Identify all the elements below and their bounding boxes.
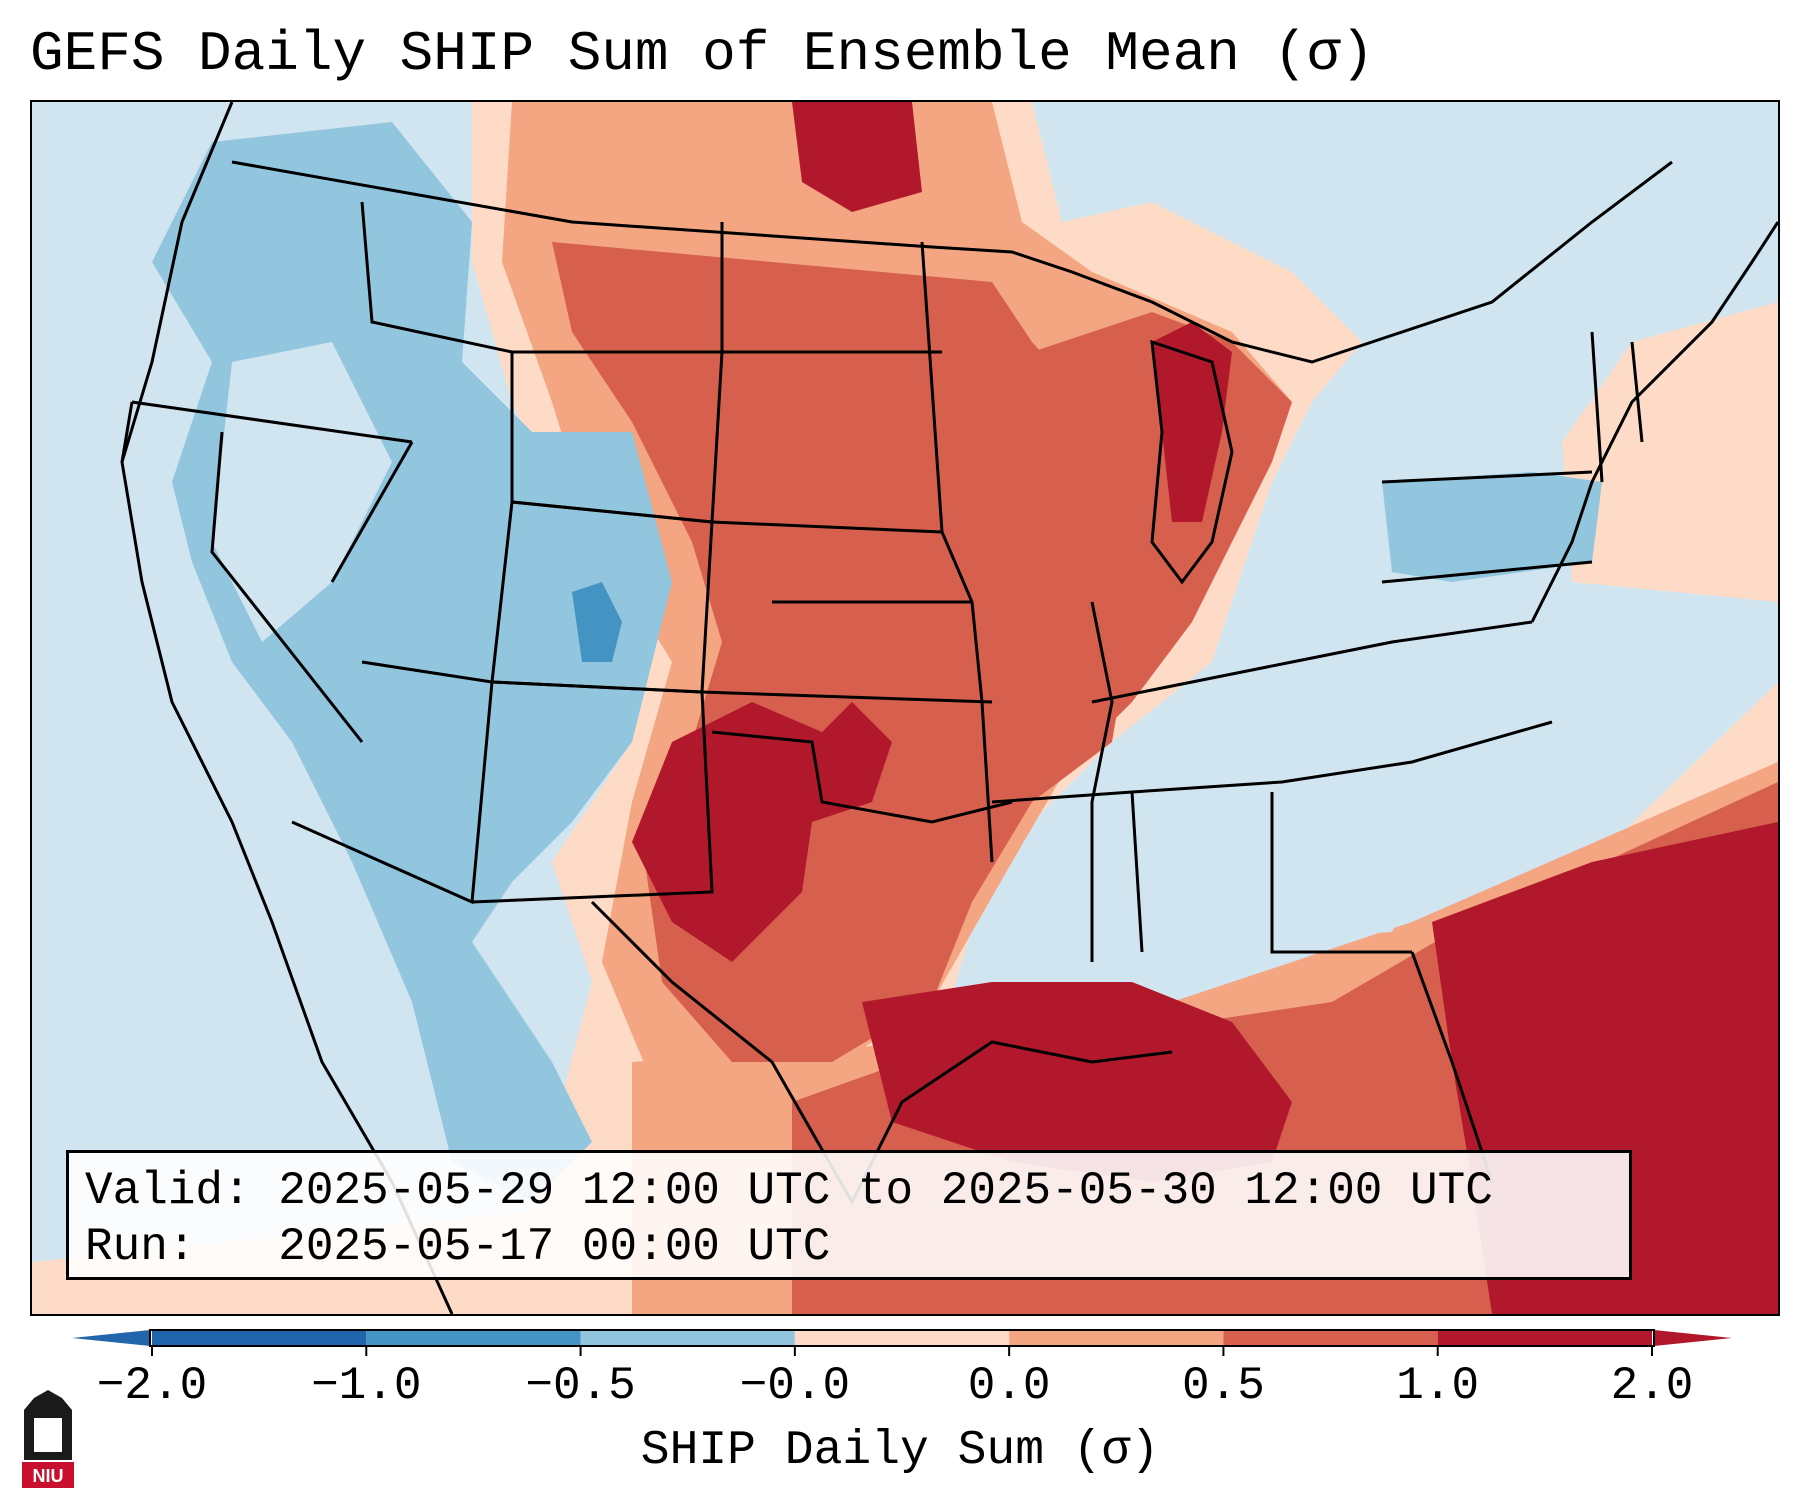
coastline-east xyxy=(1530,221,1778,623)
colorbar-cell xyxy=(1223,1330,1438,1346)
border-nm xyxy=(471,680,714,904)
border-ne-states xyxy=(1590,331,1644,483)
region-east-light-red xyxy=(1562,302,1778,602)
us-canada-border xyxy=(231,160,1673,364)
colorbar-tick-label: 2.0 xyxy=(1610,1360,1694,1412)
border-ks-ok xyxy=(701,690,993,704)
colorbar-tick-label: −1.0 xyxy=(311,1360,422,1412)
colorbar-tick-label: −0.0 xyxy=(739,1360,851,1412)
border-wa-or xyxy=(131,400,413,444)
region-great-basin-light xyxy=(212,342,392,642)
colorbar-cell xyxy=(794,1330,1010,1346)
border-mn-ia xyxy=(920,241,994,863)
border-great-lakes xyxy=(1150,339,1234,585)
region-appalachia xyxy=(1322,582,1512,742)
colorbar-cell xyxy=(152,1330,367,1346)
niu-logo-text: NIU xyxy=(33,1466,64,1486)
border-nv-ut xyxy=(330,441,414,583)
border-ca-nv xyxy=(210,431,364,743)
region-northeast-light xyxy=(1432,202,1632,432)
border-ohio-river xyxy=(1091,620,1533,704)
region-north-dakota-core xyxy=(792,102,922,212)
border-al-ga-fl xyxy=(1130,791,1494,1183)
region-lake-michigan xyxy=(1152,322,1232,522)
region-southeast xyxy=(1112,762,1422,942)
colorbar-tick-label: 0.0 xyxy=(967,1360,1051,1412)
border-sd-ne xyxy=(711,520,943,534)
region-texas-oklahoma xyxy=(632,702,892,962)
colorbar-extend-high xyxy=(1654,1330,1732,1346)
colorbar-tick-label: 1.0 xyxy=(1396,1360,1480,1412)
borders xyxy=(120,102,1778,1314)
colorbar-cell xyxy=(1437,1330,1652,1346)
niu-logo-window xyxy=(34,1418,62,1452)
colorbar-tick-label: −0.5 xyxy=(525,1360,636,1412)
region-colorado-core xyxy=(572,582,622,662)
map-panel xyxy=(30,100,1780,1316)
colorbar-cell xyxy=(366,1330,581,1346)
figure-title: GEFS Daily SHIP Sum of Ensemble Mean (σ) xyxy=(30,22,1375,86)
map-canvas xyxy=(32,102,1778,1314)
colorbar xyxy=(72,1329,1732,1356)
border-or-ca xyxy=(120,401,134,463)
validity-info-box: Valid: 2025-05-29 12:00 UTC to 2025-05-3… xyxy=(66,1150,1632,1280)
region-gulf-of-mexico-core xyxy=(862,982,1292,1182)
border-pa xyxy=(1381,470,1593,584)
colorbar-ticks xyxy=(151,1346,1653,1356)
coastline-west xyxy=(120,102,454,1314)
colorbar-tick-label: −2.0 xyxy=(96,1360,208,1412)
colorbar-outline xyxy=(149,1329,1655,1347)
border-ok-tx xyxy=(711,730,1013,824)
border-mississippi xyxy=(1090,601,1114,962)
region-pennsylvania xyxy=(1382,472,1602,582)
colorbar-extend-low xyxy=(72,1330,150,1346)
run-time-text: Run: 2025-05-17 00:00 UTC xyxy=(85,1221,831,1273)
colorbar-tick-label: 0.5 xyxy=(1182,1360,1265,1412)
valid-time-text: Valid: 2025-05-29 12:00 UTC to 2025-05-3… xyxy=(85,1165,1493,1217)
colorbar-cell xyxy=(1009,1330,1224,1346)
colorbar-title: SHIP Daily Sum (σ) xyxy=(640,1424,1160,1478)
border-idaho-mt xyxy=(360,201,513,354)
niu-logo-band xyxy=(22,1462,74,1488)
border-ut-az xyxy=(291,660,494,905)
niu-logo: NIU xyxy=(22,1390,74,1488)
border-tn-south xyxy=(991,720,1553,804)
colorbar-cells xyxy=(152,1330,1652,1346)
colorbar-cell xyxy=(580,1330,795,1346)
